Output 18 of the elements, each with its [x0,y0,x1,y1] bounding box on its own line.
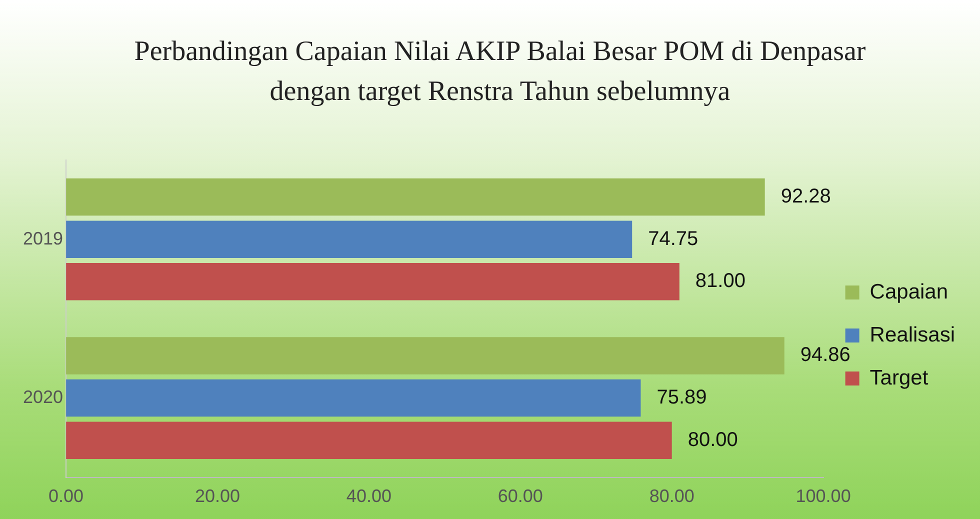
x-tick-label: 0.00 [48,486,84,506]
data-label: 94.86 [800,344,850,366]
y-tick-label: 2020 [22,387,64,408]
data-label: 80.00 [688,428,738,451]
legend-label: Realisasi [870,323,956,346]
data-label: 92.28 [780,186,831,208]
data-label: 75.89 [656,386,707,409]
x-tick-label: 40.00 [346,486,392,506]
data-label: 81.00 [695,270,746,292]
x-tick-label: 20.00 [194,486,240,506]
x-tick-label: 100.00 [796,486,851,506]
y-tick-label: 2019 [22,228,64,248]
legend-label: Capaian [870,280,948,304]
legend-label: Target [870,366,928,390]
x-tick-label: 80.00 [649,486,694,506]
chart-title: Perbandingan Capaian Nilai AKIP Balai Besar POM di Denpasar dengan target Renstra Tahun sebelumnya [133,35,867,109]
data-label: 74.75 [648,228,698,250]
x-tick-label: 60.00 [498,486,543,506]
